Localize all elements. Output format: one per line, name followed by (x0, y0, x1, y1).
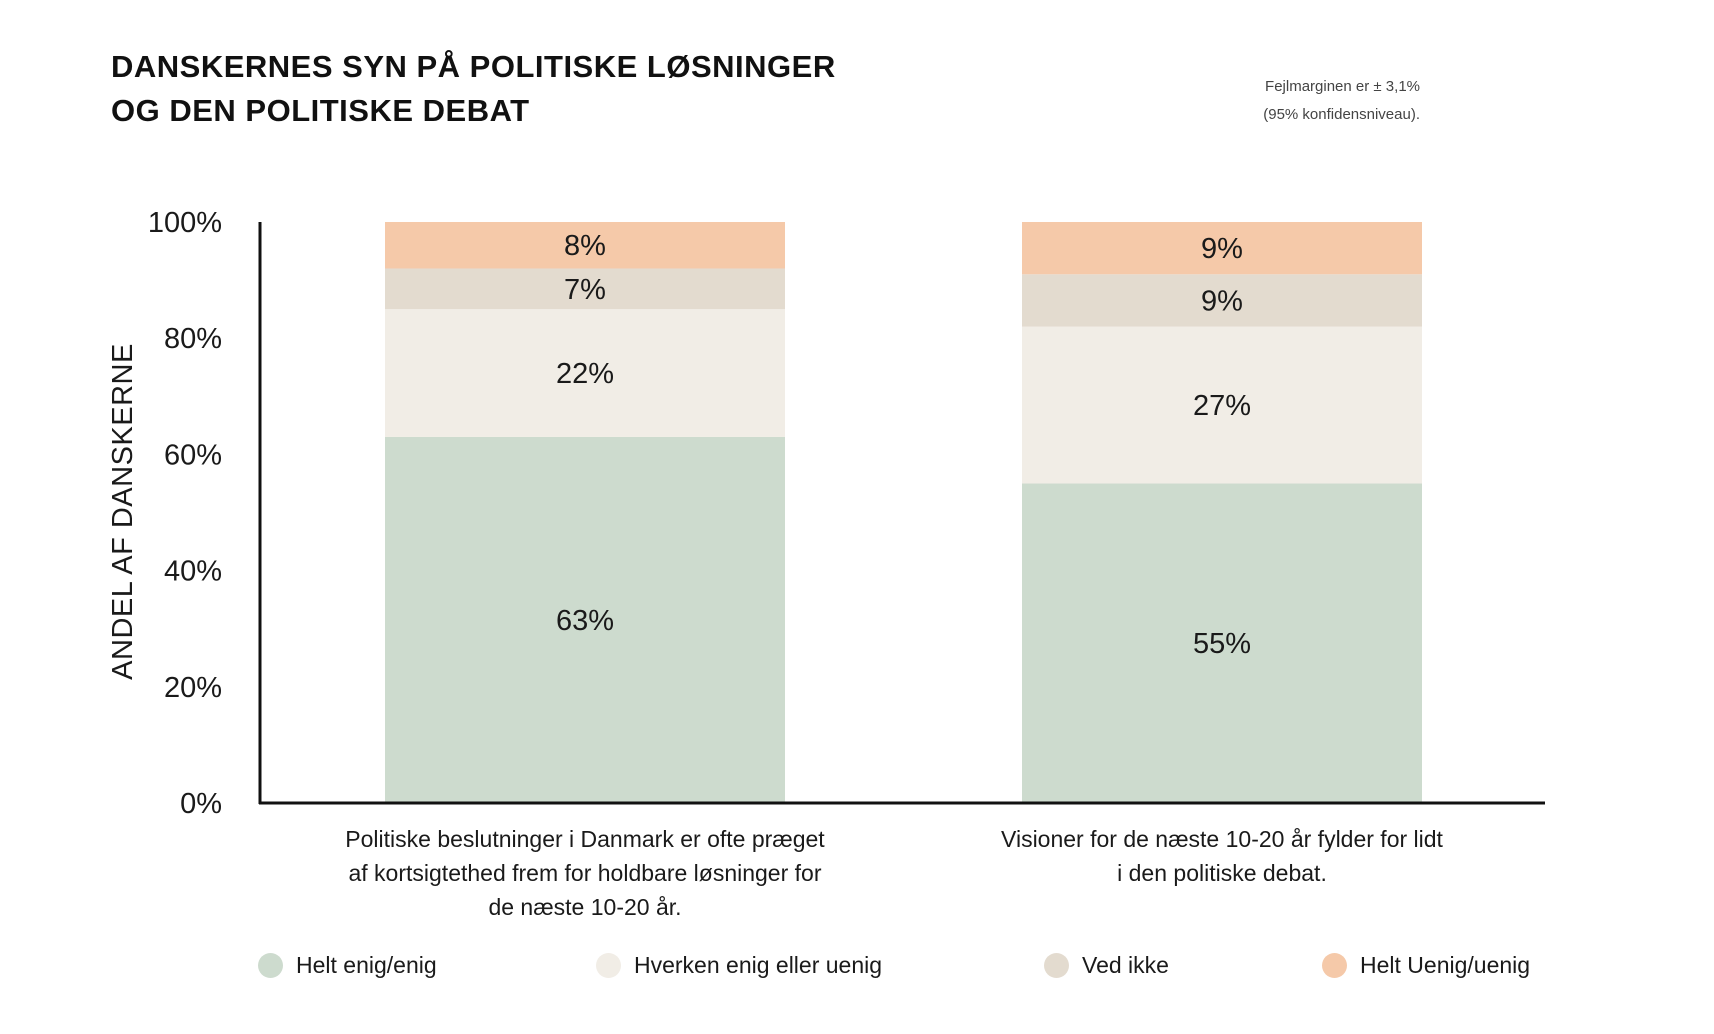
legend-swatch (1322, 952, 1347, 978)
category-label-1-line-3: de næste 10-20 år. (488, 894, 682, 920)
category-label-2-line-2: i den politiske debat. (1117, 860, 1327, 886)
margin-of-error-note: Fejlmarginen er ± 3,1% (95% konfidensniv… (1150, 73, 1420, 129)
margin-of-error-line-2: (95% konfidensniveau). (1263, 106, 1420, 123)
chart-title: DANSKERNES SYN PÅ POLITISKE LØSNINGER OG… (111, 45, 836, 133)
legend-swatch (596, 952, 621, 978)
category-label-2: Visioner for de næste 10-20 år fylder fo… (942, 822, 1502, 890)
chart-title-line-2: OG DEN POLITISKE DEBAT (111, 93, 530, 128)
legend-item-1: Helt enig/enig (258, 945, 437, 985)
bar-segment-2-4 (1022, 222, 1422, 275)
legend: Helt enig/enig Hverken enig eller uenig Ve… (0, 945, 1714, 985)
bar-segment-1-2 (385, 309, 785, 437)
category-label-1-line-1: Politiske beslutninger i Danmark er ofte… (345, 826, 825, 852)
data-label-1-1: 63% (556, 605, 614, 637)
category-label-1-line-2: af kortsigtethed frem for holdbare løsni… (348, 860, 822, 886)
data-label-2-4: 9% (1201, 233, 1243, 265)
y-tick-label-40: 40% (164, 556, 222, 588)
data-label-1-2: 22% (556, 358, 614, 390)
bar-segment-1-4 (385, 222, 785, 269)
data-label-2-2: 27% (1193, 390, 1251, 422)
legend-swatch (258, 952, 283, 978)
bar-segment-1-3 (385, 268, 785, 310)
data-label-2-1: 55% (1193, 628, 1251, 660)
y-tick-label-80: 80% (164, 323, 222, 355)
legend-item-2: Hverken enig eller uenig (596, 945, 882, 985)
category-label-1: Politiske beslutninger i Danmark er ofte… (305, 822, 865, 924)
bar-segment-1-1 (385, 436, 785, 803)
bar-segment-2-2 (1022, 326, 1422, 484)
legend-swatch (1044, 952, 1069, 978)
y-tick-label-60: 60% (164, 439, 222, 471)
bar-segment-2-1 (1022, 483, 1422, 803)
bar-segment-2-3 (1022, 274, 1422, 327)
legend-item-3: Ved ikke (1044, 945, 1169, 985)
y-tick-label-100: 100% (148, 207, 222, 239)
legend-label: Ved ikke (1082, 951, 1169, 978)
data-label-1-4: 8% (564, 230, 606, 262)
y-tick-label-20: 20% (164, 672, 222, 704)
legend-label: Hverken enig eller uenig (634, 951, 883, 978)
legend-item-4: Helt Uenig/uenig (1322, 945, 1530, 985)
y-axis-label: ANDEL AF DANSKERNE (107, 343, 139, 680)
data-label-1-3: 7% (564, 274, 606, 306)
legend-label: Helt enig/enig (296, 951, 437, 978)
y-tick-label-0: 0% (180, 788, 222, 820)
chart-title-line-1: DANSKERNES SYN PÅ POLITISKE LØSNINGER (111, 49, 836, 84)
category-label-2-line-1: Visioner for de næste 10-20 år fylder fo… (1001, 826, 1443, 852)
margin-of-error-line-1: Fejlmarginen er ± 3,1% (1265, 78, 1420, 95)
legend-label: Helt Uenig/uenig (1360, 951, 1531, 978)
data-label-2-3: 9% (1201, 285, 1243, 317)
